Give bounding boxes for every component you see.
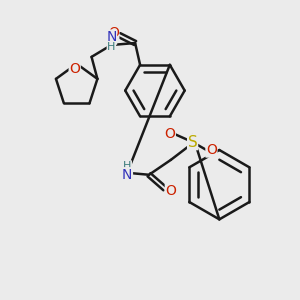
Text: H: H [107,42,116,52]
Text: S: S [188,135,197,150]
Text: N: N [106,30,116,44]
Text: O: O [165,184,176,198]
Text: O: O [164,127,175,141]
Text: O: O [206,143,217,157]
Text: H: H [123,161,131,171]
Text: O: O [108,26,119,40]
Text: N: N [122,168,132,182]
Text: O: O [69,62,80,76]
